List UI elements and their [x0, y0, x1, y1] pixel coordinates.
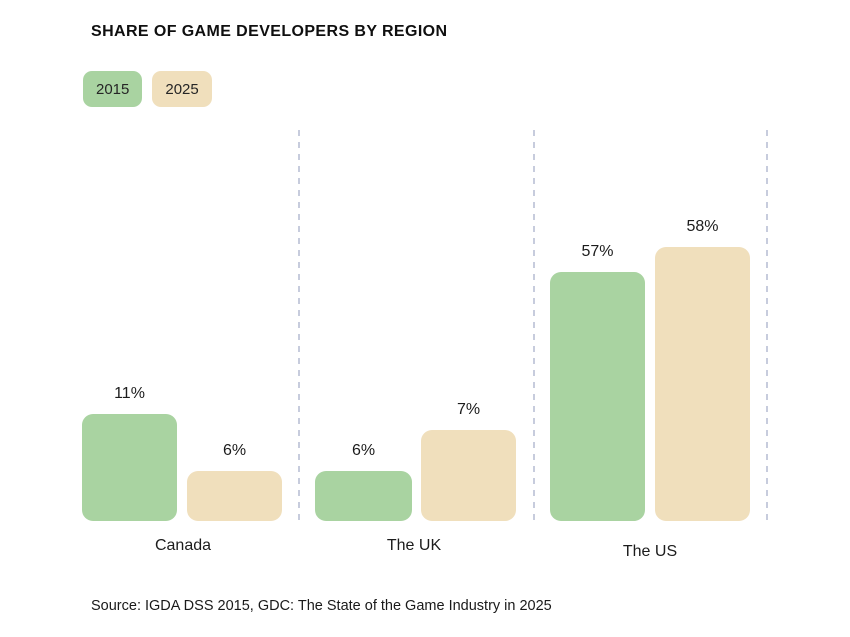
category-label-canada: Canada	[154, 537, 212, 554]
separator-line-2	[533, 130, 535, 526]
bar-the-uk-2025	[421, 430, 516, 521]
separator-line-3	[766, 130, 768, 526]
legend-item-2015: 2015	[83, 71, 143, 107]
value-label-the-us-2015: 57%	[581, 243, 614, 260]
bar-the-us-2025	[655, 247, 750, 521]
value-label-the-us-2025: 58%	[686, 218, 719, 235]
value-label-canada-2015: 11%	[114, 385, 145, 402]
bar-the-uk-2015	[315, 471, 412, 521]
chart-title: SHARE OF GAME DEVELOPERS BY REGION	[91, 23, 448, 40]
legend-item-2025: 2025	[152, 71, 212, 107]
bar-canada-2025	[187, 471, 282, 521]
value-label-canada-2025: 6%	[222, 442, 247, 459]
separator-line-1	[298, 130, 300, 526]
legend-label-2015: 2015	[96, 80, 130, 98]
bar-canada-2015	[82, 414, 177, 521]
category-label-the-us: The US	[622, 543, 678, 560]
category-label-the-uk: The UK	[386, 537, 442, 554]
source-note: Source: IGDA DSS 2015, GDC: The State of…	[91, 598, 552, 614]
legend: 2015 2025	[83, 71, 212, 107]
value-label-the-uk-2015: 6%	[351, 442, 376, 459]
legend-label-2025: 2025	[165, 80, 199, 98]
value-label-the-uk-2025: 7%	[456, 401, 481, 418]
bar-the-us-2015	[550, 272, 645, 521]
